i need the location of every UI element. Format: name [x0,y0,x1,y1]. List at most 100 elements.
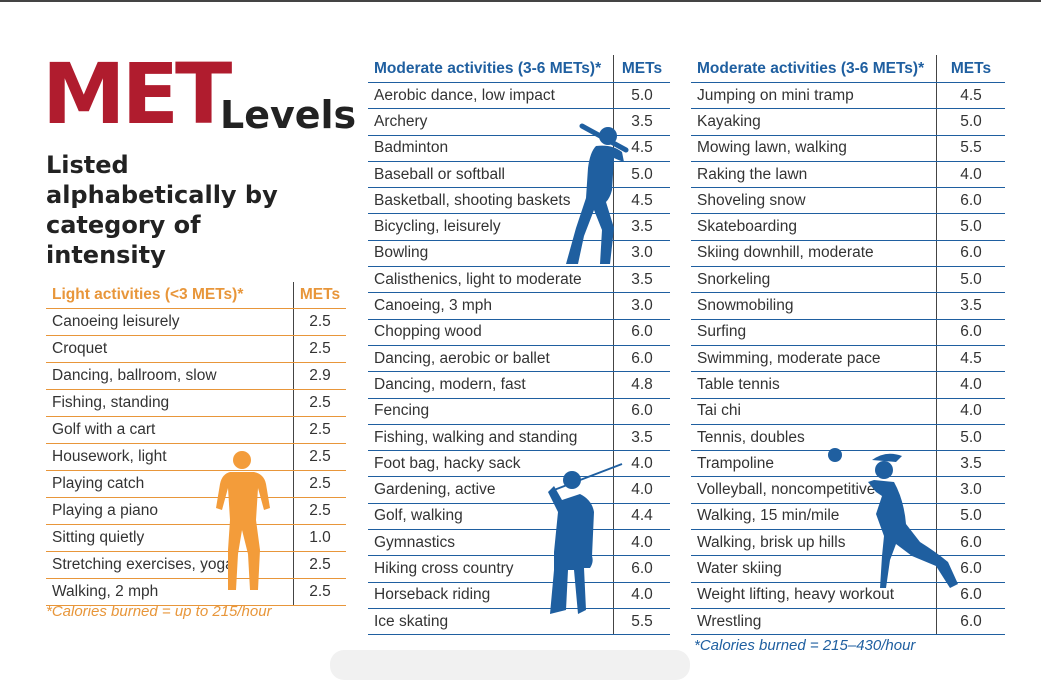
met-value: 2.5 [293,578,346,606]
met-value: 2.5 [293,470,346,498]
met-value: 4.5 [936,345,1005,373]
activity-name: Jumping on mini tramp [691,82,937,110]
table-row: Weight lifting, heavy workout 6.0 [691,582,1005,609]
title-met: MET [42,45,232,143]
volleyball-player-silhouette-icon [828,448,958,588]
bottom-shade [330,650,690,680]
met-value: 4.8 [613,371,670,399]
met-value: 3.5 [613,424,670,452]
met-value: 6.0 [936,608,1005,636]
table-header-row: Moderate activities (3-6 METs)* METs [691,55,1005,83]
met-value: 4.0 [936,371,1005,399]
table-row: Archery 3.5 [368,108,670,136]
table-row: Bowling 3.0 [368,240,670,268]
table-row: Stretching exercises, yoga 2.5 [46,551,346,579]
activity-name: Archery [368,108,614,136]
moderate-table-1-body: Aerobic dance, low impact 5.0 Archery 3.5 Ba… [368,82,670,636]
met-value: 5.0 [936,503,1005,531]
title-levels: Levels [220,93,357,137]
activity-name: Baseball or softball [368,161,614,189]
table-row: Aerobic dance, low impact 5.0 [368,82,670,110]
met-value: 6.0 [936,529,1005,557]
met-value: 6.0 [613,555,670,583]
table-row: Skateboarding 5.0 [691,213,1005,241]
table-row: Snorkeling 5.0 [691,266,1005,294]
met-value: 4.5 [936,82,1005,110]
met-value: 5.5 [936,135,1005,162]
table-row: Golf with a cart 2.5 [46,416,346,444]
activity-name: Dancing, ballroom, slow [46,362,294,390]
met-value: 5.0 [936,108,1005,136]
met-value: 4.0 [613,476,670,504]
met-value: 6.0 [936,582,1005,609]
table-row: Chopping wood 6.0 [368,319,670,346]
table-row: Badminton 4.5 [368,135,670,162]
met-value: 4.5 [613,135,670,162]
met-value: 3.5 [613,266,670,294]
activity-name: Raking the lawn [691,161,937,189]
light-table-body: Canoeing leisurely 2.5 Croquet 2.5 Dancing, … [46,308,346,606]
moderate-activities-table-1: Moderate activities (3-6 METs)* METs Aer… [368,55,670,636]
table-header-row: Light activities (<3 METs)* METs [46,282,346,309]
met-value: 6.0 [936,240,1005,268]
activity-name: Skiing downhill, moderate [691,240,937,268]
met-value: 2.5 [293,551,346,579]
activity-name: Aerobic dance, low impact [368,82,614,110]
met-value: 3.0 [936,476,1005,504]
table-row: Jumping on mini tramp 4.5 [691,82,1005,110]
activity-name: Wrestling [691,608,937,636]
activity-name: Kayaking [691,108,937,136]
met-value: 4.4 [613,503,670,531]
table-row: Kayaking 5.0 [691,108,1005,136]
table-row: Baseball or softball 5.0 [368,161,670,189]
table-header-row: Moderate activities (3-6 METs)* METs [368,55,670,83]
table-row: Mowing lawn, walking 5.5 [691,135,1005,162]
moderate-activities-table-2: Moderate activities (3-6 METs)* METs Jum… [691,55,1005,636]
table-row: Tennis, doubles 5.0 [691,424,1005,452]
table-row: Shoveling snow 6.0 [691,187,1005,215]
activity-name: Tai chi [691,398,937,425]
met-value: 4.0 [936,161,1005,189]
table-row: Tai chi 4.0 [691,398,1005,425]
table-row: Croquet 2.5 [46,335,346,363]
table-row: Table tennis 4.0 [691,371,1005,399]
met-value: 2.9 [293,362,346,390]
table-row: Dancing, ballroom, slow 2.9 [46,362,346,390]
activity-name: Croquet [46,335,294,363]
activity-name: Weight lifting, heavy workout [691,582,937,609]
met-value: 4.5 [613,187,670,215]
activity-name: Snorkeling [691,266,937,294]
met-value: 5.0 [936,213,1005,241]
met-value: 2.5 [293,308,346,336]
activity-name: Snowmobiling [691,292,937,320]
light-calories-note: *Calories burned = up to 215/hour [46,603,272,620]
activity-name: Fishing, standing [46,389,294,417]
golfer-silhouette-icon [548,463,623,614]
table-row: Ice skating 5.5 [368,608,670,636]
activity-name: Mowing lawn, walking [691,135,937,162]
met-value: 5.0 [613,161,670,189]
activity-name: Canoeing, 3 mph [368,292,614,320]
activity-name: Fishing, walking and standing [368,424,614,452]
activity-name: Skateboarding [691,213,937,241]
moderate-header-2: Moderate activities (3-6 METs)* [691,55,937,83]
met-value: 5.0 [613,82,670,110]
activity-name: Water skiing [691,555,937,583]
met-value: 3.5 [936,292,1005,320]
moderate-table-2-body: Jumping on mini tramp 4.5 Kayaking 5.0 Mowin… [691,82,1005,636]
table-row: Playing catch 2.5 [46,470,346,498]
table-row: Raking the lawn 4.0 [691,161,1005,189]
moderate-header-1: Moderate activities (3-6 METs)* [368,55,614,83]
met-value: 4.0 [936,398,1005,425]
met-value: 3.5 [613,213,670,241]
met-value: 2.5 [293,416,346,444]
met-value: 6.0 [613,319,670,346]
met-value: 2.5 [293,389,346,417]
light-header: Light activities (<3 METs)* [46,282,294,309]
activity-name: Dancing, modern, fast [368,371,614,399]
top-rule [0,0,1041,2]
moderate-calories-note: *Calories burned = 215–430/hour [694,637,916,654]
table-row: Sitting quietly 1.0 [46,524,346,552]
activity-name: Housework, light [46,443,294,471]
activity-name: Basketball, shooting baskets [368,187,614,215]
